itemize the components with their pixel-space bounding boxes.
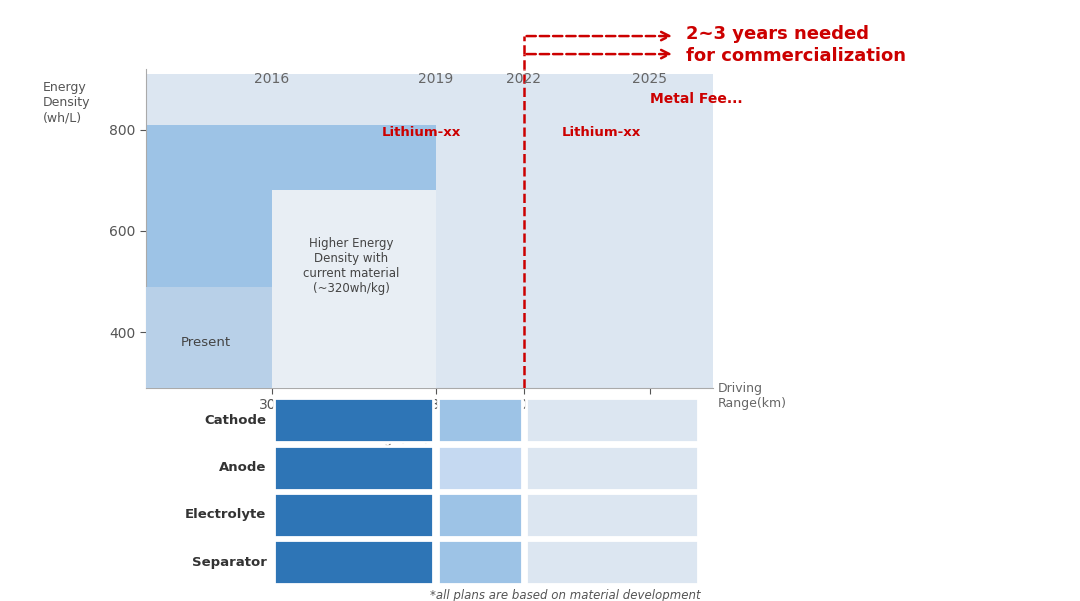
Text: 2022: 2022 — [507, 72, 541, 87]
Text: Lithium-xx: Lithium-xx — [562, 126, 640, 139]
Text: Non-coating: Non-coating — [311, 556, 396, 569]
Text: Cathode: Cathode — [204, 414, 267, 427]
Text: Low
resistance
(Liquid): Low resistance (Liquid) — [318, 493, 390, 537]
X-axis label: Driving
Range(km): Driving Range(km) — [361, 418, 430, 445]
Text: Solid-Polymer(Ceramic): Solid-Polymer(Ceramic) — [538, 508, 686, 522]
Text: 2~3 years needed
for commercialization: 2~3 years needed for commercialization — [686, 25, 906, 65]
Text: 2025: 2025 — [632, 72, 667, 87]
Text: Energy
Density
(wh/L): Energy Density (wh/L) — [43, 81, 91, 124]
Text: Anode: Anode — [219, 461, 267, 474]
Text: Air(O₂): Air(O₂) — [591, 414, 633, 427]
Bar — [272, 191, 435, 388]
Text: Si: Si — [474, 461, 485, 474]
Text: -: - — [610, 556, 615, 569]
Text: Higher Energy
Density with
current material
(~320wh/kg): Higher Energy Density with current mater… — [303, 237, 400, 295]
Bar — [146, 287, 272, 388]
Text: Metal Fee...: Metal Fee... — [650, 93, 742, 106]
Text: 2016: 2016 — [254, 72, 289, 87]
Text: High-Ni: High-Ni — [457, 414, 503, 427]
Text: Present: Present — [181, 335, 231, 349]
Text: Lithium-Metal: Lithium-Metal — [569, 461, 654, 474]
Text: Electrolyte: Electrolyte — [185, 508, 267, 522]
Bar — [146, 125, 435, 388]
Text: High voltage
(Liquid): High voltage (Liquid) — [440, 501, 519, 529]
Text: Graphite: Graphite — [323, 461, 384, 474]
Text: Lithium-xx: Lithium-xx — [381, 126, 461, 139]
Text: NCM: NCM — [338, 414, 369, 427]
Text: Driving
Range(km): Driving Range(km) — [718, 382, 787, 410]
Text: Coating: Coating — [456, 556, 504, 569]
Text: 2019: 2019 — [418, 72, 454, 87]
Text: Separator: Separator — [191, 556, 267, 569]
Text: *all plans are based on material development: *all plans are based on material develop… — [430, 589, 700, 601]
